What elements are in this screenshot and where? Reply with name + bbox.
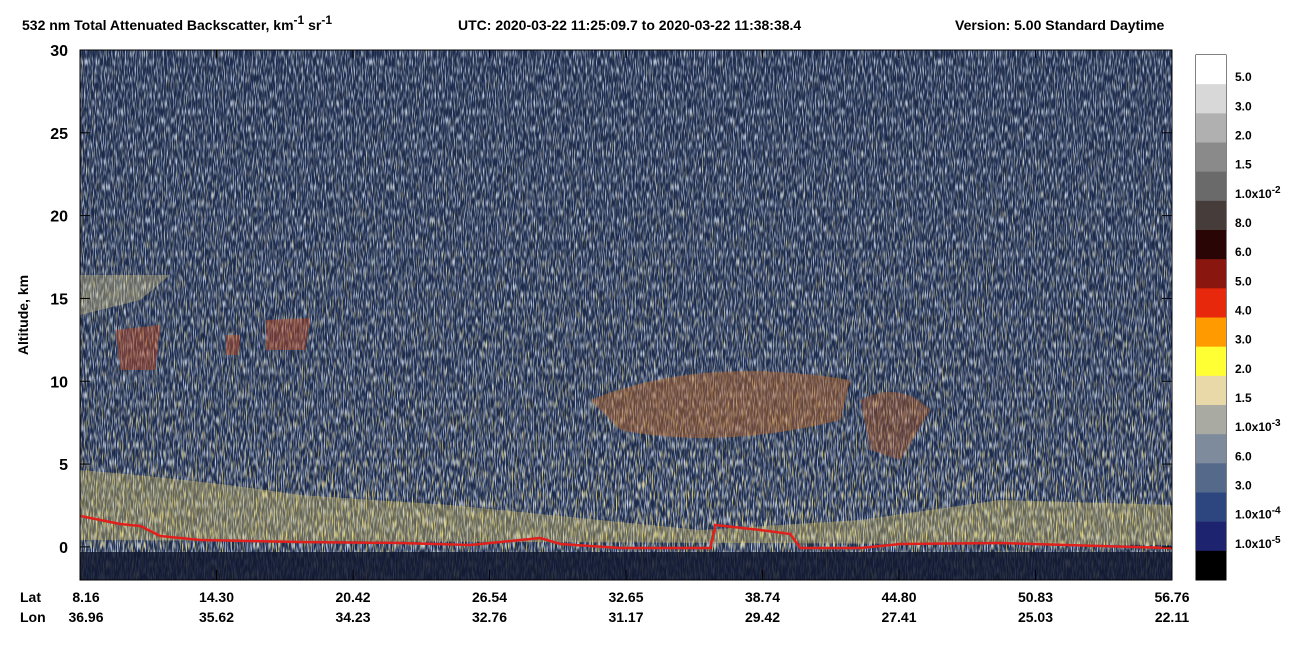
colorbar-label: 2.0	[1235, 362, 1252, 376]
y-tick-label: 20	[50, 209, 68, 226]
title-sup: -1	[321, 13, 332, 27]
lat-label: 38.74	[745, 589, 780, 605]
colorbar-bin	[1196, 230, 1226, 260]
colorbar-label-text: 1.0x10	[1235, 187, 1272, 201]
colorbar-label-sup: -5	[1272, 535, 1281, 546]
colorbar-bin	[1196, 375, 1226, 406]
colorbar-label: 3.0	[1235, 479, 1252, 493]
title-utc: UTC: 2020-03-22 11:25:09.7 to 2020-03-22…	[458, 17, 801, 33]
lon-label: 36.96	[68, 609, 103, 625]
colorbar-label: 1.0x10-5	[1235, 535, 1281, 551]
colorbar-bin	[1196, 84, 1226, 114]
colorbar-label-text: 1.0x10	[1235, 537, 1272, 551]
colorbar-bin	[1196, 259, 1226, 289]
colorbar-label: 4.0	[1235, 304, 1252, 318]
lon-label: 22.11	[1155, 609, 1189, 625]
cloud	[590, 371, 850, 438]
colorbar-label: 1.0x10-4	[1235, 506, 1281, 522]
curtain-image	[80, 50, 1172, 580]
colorbar-label: 3.0	[1235, 99, 1252, 113]
colorbar-bin	[1196, 288, 1226, 318]
colorbar-label: 1.5	[1235, 391, 1252, 405]
lat-label: 32.65	[608, 589, 643, 605]
x-row-label: Lon	[20, 609, 46, 625]
lon-label: 34.23	[335, 609, 370, 625]
lat-label: 26.54	[472, 589, 507, 605]
aerosol-layer	[80, 470, 1172, 545]
colorbar-label-text: 1.0x10	[1235, 420, 1272, 434]
colorbar-label: 6.0	[1235, 449, 1252, 463]
lat-label: 56.76	[1154, 589, 1189, 605]
y-tick-label: 30	[50, 43, 68, 60]
lat-label: 8.16	[72, 589, 99, 605]
lon-label: 27.41	[881, 609, 916, 625]
colorbar-bin	[1196, 434, 1226, 464]
lon-label: 35.62	[199, 609, 234, 625]
colorbar-bin	[1196, 346, 1226, 377]
colorbar-label-sup: -4	[1272, 506, 1281, 517]
colorbar-bin	[1196, 55, 1226, 85]
title: 532 nm Total Attenuated Backscatter, km-…	[22, 13, 1165, 33]
colorbar-bin	[1196, 463, 1226, 493]
colorbar-bin	[1196, 550, 1226, 581]
y-tick-label: 10	[50, 374, 68, 391]
colorbar-label: 5.0	[1235, 70, 1252, 84]
lon-label: 25.03	[1018, 609, 1053, 625]
colorbar-label-sup: -3	[1272, 418, 1281, 429]
lat-label: 20.42	[335, 589, 370, 605]
colorbar-label: 1.5	[1235, 158, 1252, 172]
cloud	[80, 275, 170, 315]
y-tick-label: 25	[50, 126, 68, 143]
y-axis-label: Altitude, km	[15, 275, 31, 355]
lon-label: 31.17	[608, 609, 643, 625]
y-tick-label: 0	[59, 540, 68, 557]
cloud	[115, 318, 310, 370]
colorbar-label: 6.0	[1235, 245, 1252, 259]
surface-line	[80, 514, 1172, 550]
title-main: 532 nm Total Attenuated Backscatter, km	[22, 17, 294, 33]
title-sup: -1	[294, 13, 305, 27]
colorbar-bin	[1196, 142, 1226, 173]
lon-label: 32.76	[472, 609, 507, 625]
colorbar-label: 1.0x10-2	[1235, 185, 1281, 201]
colorbar-label: 5.0	[1235, 274, 1252, 288]
colorbar-label-sup: -2	[1272, 185, 1281, 196]
colorbar-bin	[1196, 405, 1226, 435]
colorbar-label: 8.0	[1235, 216, 1252, 230]
colorbar-bin	[1196, 317, 1226, 348]
lon-label: 29.42	[745, 609, 780, 625]
lat-label: 50.83	[1018, 589, 1053, 605]
colorbar-bin	[1196, 521, 1226, 552]
colorbar-bin	[1196, 492, 1226, 523]
colorbar-label: 3.0	[1235, 333, 1252, 347]
colorbar-label: 2.0	[1235, 129, 1252, 143]
image-aerosol	[80, 50, 1172, 580]
colorbar-label-text: 1.0x10	[1235, 508, 1272, 522]
lat-label: 14.30	[199, 589, 234, 605]
colorbar-bin	[1196, 200, 1226, 231]
lat-label: 44.80	[881, 589, 916, 605]
title-mid: sr	[304, 17, 322, 33]
colorbar-bin	[1196, 171, 1226, 202]
colorbar-bin	[1196, 113, 1226, 143]
y-tick-label: 5	[59, 457, 68, 474]
title-version: Version: 5.00 Standard Daytime	[955, 17, 1165, 33]
y-tick-label: 15	[50, 291, 68, 308]
title-text: 532 nm Total Attenuated Backscatter, km-…	[22, 13, 332, 33]
cloud	[860, 392, 930, 460]
x-row-label: Lat	[20, 589, 41, 605]
colorbar-label: 1.0x10-3	[1235, 418, 1281, 434]
